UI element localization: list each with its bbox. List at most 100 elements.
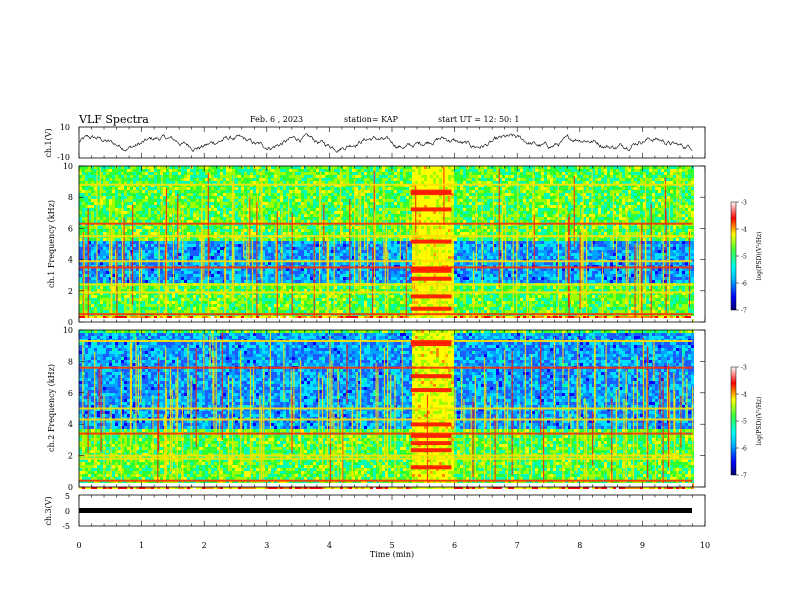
ch1-spectrogram-cell: [208, 229, 211, 232]
ch1-spectrogram-cell: [403, 175, 406, 178]
ch1-spectrogram-cell: [511, 217, 514, 220]
ch1-spectrogram-cell: [154, 208, 157, 211]
ch1-spectrogram-cell: [349, 187, 352, 190]
ch1-spectrogram-cell: [139, 211, 142, 214]
ch1-spectrogram-cell: [328, 229, 331, 232]
ch1-spectrogram-cell: [286, 226, 289, 229]
ch1-spectrogram-cell: [268, 175, 271, 178]
ch1-spectrogram-cell: [604, 175, 607, 178]
ch1-spectrogram-cell: [637, 205, 640, 208]
ch1-spectrogram-cell: [100, 178, 103, 181]
ch1-spectrogram-cell: [103, 175, 106, 178]
ch1-spectrogram-cell: [106, 226, 109, 229]
ch1-spectrogram-cell: [184, 181, 187, 184]
ch1-spectrogram-cell: [484, 220, 487, 223]
ch1-spectrogram-cell: [544, 175, 547, 178]
ch1-spectrogram-cell: [193, 199, 196, 202]
ch1-spectrogram-cell: [418, 211, 421, 214]
ch1-spectrogram-cell: [346, 226, 349, 229]
ch1-spectrogram-cell: [364, 172, 367, 175]
ch1-spectrogram-cell: [148, 166, 151, 169]
ch1-spectrogram-cell: [103, 181, 106, 184]
ch1-spectrogram-cell: [307, 169, 310, 172]
ch1-spectrogram-cell: [310, 220, 313, 223]
ch1-spectrogram-cell: [166, 232, 169, 235]
ch1-spectrogram-cell: [370, 226, 373, 229]
ch1-spectrogram-cell: [502, 175, 505, 178]
ch1-spectrogram-cell: [538, 169, 541, 172]
ch1-spectrogram-cell: [589, 226, 592, 229]
ch1-spectrogram-cell: [355, 190, 358, 193]
ch1-spectrogram-cell: [409, 202, 412, 205]
ch1-spectrogram-cell: [91, 181, 94, 184]
ch1-spectrogram-cell: [229, 220, 232, 223]
ch1-spectrogram-cell: [217, 181, 220, 184]
ch1-spectrogram-cell: [274, 208, 277, 211]
ch1-spectrogram-cell: [580, 169, 583, 172]
ch1-spectrogram-cell: [649, 196, 652, 199]
ch1-spectrogram-cell: [172, 169, 175, 172]
ch1-spectrogram-cell: [607, 178, 610, 181]
ch1-spectrogram-cell: [538, 178, 541, 181]
ch1-spectrogram-cell: [628, 166, 631, 169]
ch1-spectrogram-cell: [616, 181, 619, 184]
ch1-spectrogram-cell: [166, 187, 169, 190]
ch1-spectrogram-cell: [310, 199, 313, 202]
ch1-spectrogram-cell: [508, 187, 511, 190]
ch1-spectrogram-cell: [616, 214, 619, 217]
ch1-spectrogram-cell: [463, 229, 466, 232]
ch1-spectrogram-cell: [463, 208, 466, 211]
ch1-spectrogram-cell: [145, 226, 148, 229]
ch1-spectrogram-cell: [154, 175, 157, 178]
ch1-spectrogram-cell: [400, 175, 403, 178]
ch1-spectrogram-cell: [271, 193, 274, 196]
ch1-spectrogram-cell: [565, 196, 568, 199]
ch1-spectrogram-cell: [313, 178, 316, 181]
ch1-spectrogram-cell: [376, 202, 379, 205]
ch1-spectrogram-cell: [217, 166, 220, 169]
ch1-spectrogram-cell: [586, 187, 589, 190]
ch1-spectrogram-cell: [553, 196, 556, 199]
ch1-spectrogram-cell: [106, 220, 109, 223]
ch1-spectrogram-cell: [190, 181, 193, 184]
ch1-spectrogram-cell: [421, 205, 424, 208]
ch1-spectrogram-cell: [475, 169, 478, 172]
ch1-spectrogram-cell: [337, 208, 340, 211]
ch1-spectrogram-cell: [271, 175, 274, 178]
ch1-spectrogram-cell: [271, 211, 274, 214]
ch1-spectrogram-cell: [109, 232, 112, 235]
ch1-spectrogram-cell: [175, 172, 178, 175]
ch1-spectrogram-cell: [136, 196, 139, 199]
ch1-spectrogram-cell: [550, 193, 553, 196]
ch1-spectrogram-cell: [244, 187, 247, 190]
ch1-spectrogram-cell: [289, 199, 292, 202]
ch1-spectrogram-cell: [610, 181, 613, 184]
ch1-spectrogram-cell: [475, 187, 478, 190]
ch1-spectrogram-cell: [616, 169, 619, 172]
ch1-spectrogram-cell: [214, 205, 217, 208]
ch1-spectrogram-cell: [79, 232, 82, 235]
ch1-spectrogram-cell: [190, 172, 193, 175]
ch1-spectrogram-cell: [118, 196, 121, 199]
ch1-spectrogram-cell: [592, 226, 595, 229]
ch1-spectrogram-cell: [445, 202, 448, 205]
ch1-spectrogram-cell: [556, 187, 559, 190]
ch1-spectrogram-cell: [154, 226, 157, 229]
ch1-spectrogram-cell: [613, 205, 616, 208]
ch1-spectrogram-cell: [589, 211, 592, 214]
ch1-spectrogram-cell: [286, 193, 289, 196]
ch1-spectrogram-cell: [649, 181, 652, 184]
ch1-spectrogram-cell: [607, 166, 610, 169]
ch1-spectrogram-cell: [316, 211, 319, 214]
ch1-spectrogram-cell: [364, 202, 367, 205]
ch1-spectrogram-cell: [583, 178, 586, 181]
ch1-spectrogram-cell: [589, 193, 592, 196]
ch1-spectrogram-cell: [619, 202, 622, 205]
ch1-spectrogram-cell: [262, 214, 265, 217]
ch1-spectrogram-cell: [343, 220, 346, 223]
ch1-spectrogram-cell: [631, 217, 634, 220]
ch1-spectrogram-cell: [502, 214, 505, 217]
ch1-spectrogram-cell: [166, 199, 169, 202]
ch1-spectrogram-cell: [124, 166, 127, 169]
ch1-spectrogram-cell: [691, 205, 694, 208]
